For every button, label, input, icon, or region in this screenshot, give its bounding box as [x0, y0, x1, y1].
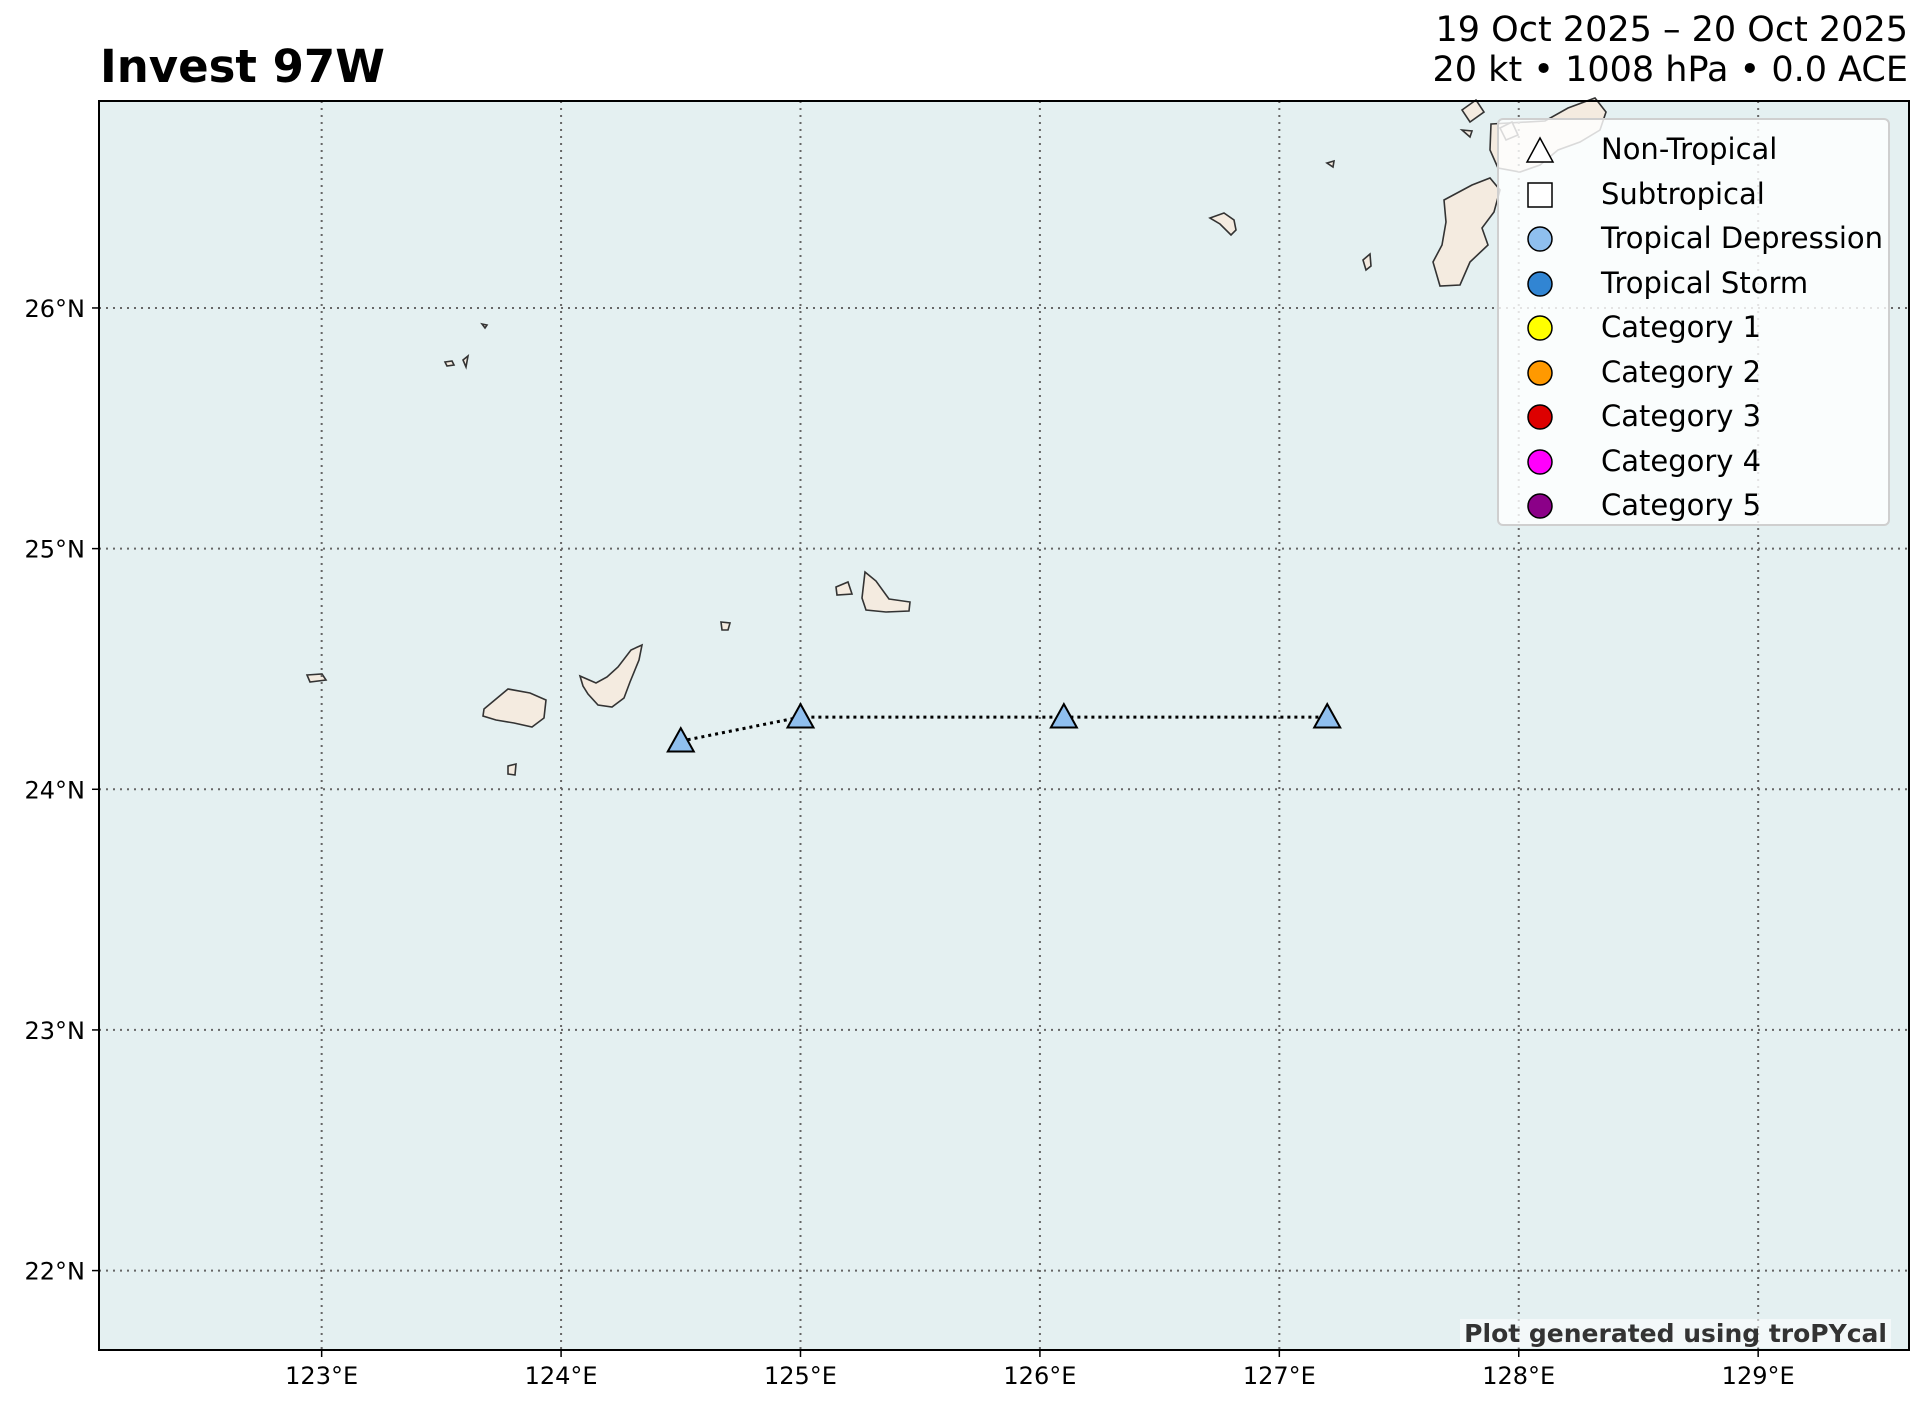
map-frame [98, 100, 1910, 1351]
date-range: 19 Oct 2025 – 20 Oct 2025 [1435, 10, 1909, 50]
longitude-tick-label: 123°E [285, 1362, 358, 1390]
longitude-tick-label: 127°E [1243, 1362, 1316, 1390]
legend-item: Subtropical [1499, 173, 1888, 217]
credit-text: Plot generated using troPYcal [1460, 1319, 1891, 1348]
track-points [666, 702, 1342, 753]
legend-item: Non-Tropical [1499, 128, 1888, 172]
island-shape [861, 570, 911, 613]
island-shape [305, 673, 328, 683]
legend-label: Category 3 [1601, 399, 1762, 433]
legend-item: Category 1 [1499, 306, 1888, 350]
longitude-tick-label: 129°E [1722, 1362, 1795, 1390]
storm-stats: 20 kt • 1008 hPa • 0.0 ACE [1432, 50, 1908, 90]
longitude-tick-label: 126°E [1003, 1362, 1076, 1390]
island-shape [1432, 177, 1501, 287]
island-shape [482, 688, 547, 728]
island-shape [1325, 159, 1335, 169]
longitude-tick-label: 125°E [764, 1362, 837, 1390]
legend-label: Category 4 [1601, 443, 1762, 478]
longitude-tick-label: 128°E [1482, 1362, 1555, 1390]
track-point [1049, 702, 1079, 729]
legend-item: Category 3 [1499, 395, 1888, 439]
circle-marker-icon [1527, 270, 1553, 297]
latitude-tick-label: 23°N [25, 1017, 86, 1045]
island-shape [462, 354, 470, 370]
track-point [666, 726, 696, 753]
latitude-tick-label: 25°N [25, 536, 86, 564]
circle-marker-icon [1527, 493, 1553, 519]
legend-label: Category 5 [1601, 488, 1762, 522]
square-marker-icon [1527, 181, 1553, 208]
circle-marker-icon [1527, 404, 1553, 430]
track-point [1312, 702, 1342, 729]
latitude-tick-label: 26°N [25, 295, 86, 323]
island-shape [578, 643, 644, 708]
legend-item: Category 2 [1499, 351, 1888, 395]
triangle-marker-icon [1525, 136, 1555, 163]
circle-marker-icon [1527, 448, 1553, 475]
map-title: Invest 97W [100, 40, 385, 93]
circle-marker-icon [1527, 359, 1553, 386]
map-subtitle: 19 Oct 2025 – 20 Oct 2025 20 kt • 1008 h… [1433, 10, 1908, 90]
legend-label: Tropical Storm [1601, 265, 1809, 300]
legend-item: Tropical Storm [1499, 262, 1888, 306]
legend-label: Non-Tropical [1601, 132, 1778, 166]
circle-marker-icon [1527, 226, 1553, 252]
legend-label: Category 1 [1601, 310, 1762, 344]
island-shape [480, 322, 489, 330]
island-shape [720, 621, 732, 631]
latitude-tick-label: 24°N [25, 776, 86, 804]
circle-marker-icon [1527, 315, 1553, 341]
legend-label: Tropical Depression [1601, 221, 1884, 255]
island-shape [1460, 98, 1486, 124]
island-shape [507, 762, 517, 776]
track-path [680, 715, 1328, 743]
legend: Non-Tropical Subtropical Tropical Depressi… [1497, 118, 1890, 526]
legend-label: Subtropical [1601, 176, 1765, 211]
track-point [785, 702, 816, 729]
legend-item: Tropical Depression [1499, 217, 1888, 261]
legend-item: Category 4 [1499, 440, 1888, 484]
island-shape [443, 360, 456, 367]
island-shape [1362, 252, 1372, 272]
legend-label: Category 2 [1601, 354, 1762, 389]
track-line [680, 715, 1328, 743]
axis-ticks: 123°E 124°E 125°E 126°E 127°E 128°E 129°E 22°N 2… [25, 295, 1795, 1390]
legend-item: Category 5 [1499, 484, 1888, 528]
island-shape [1208, 212, 1237, 237]
latitude-tick-label: 22°N [25, 1258, 86, 1286]
island-shape [835, 580, 854, 596]
longitude-tick-label: 124°E [525, 1362, 598, 1390]
island-shape [1459, 128, 1474, 139]
